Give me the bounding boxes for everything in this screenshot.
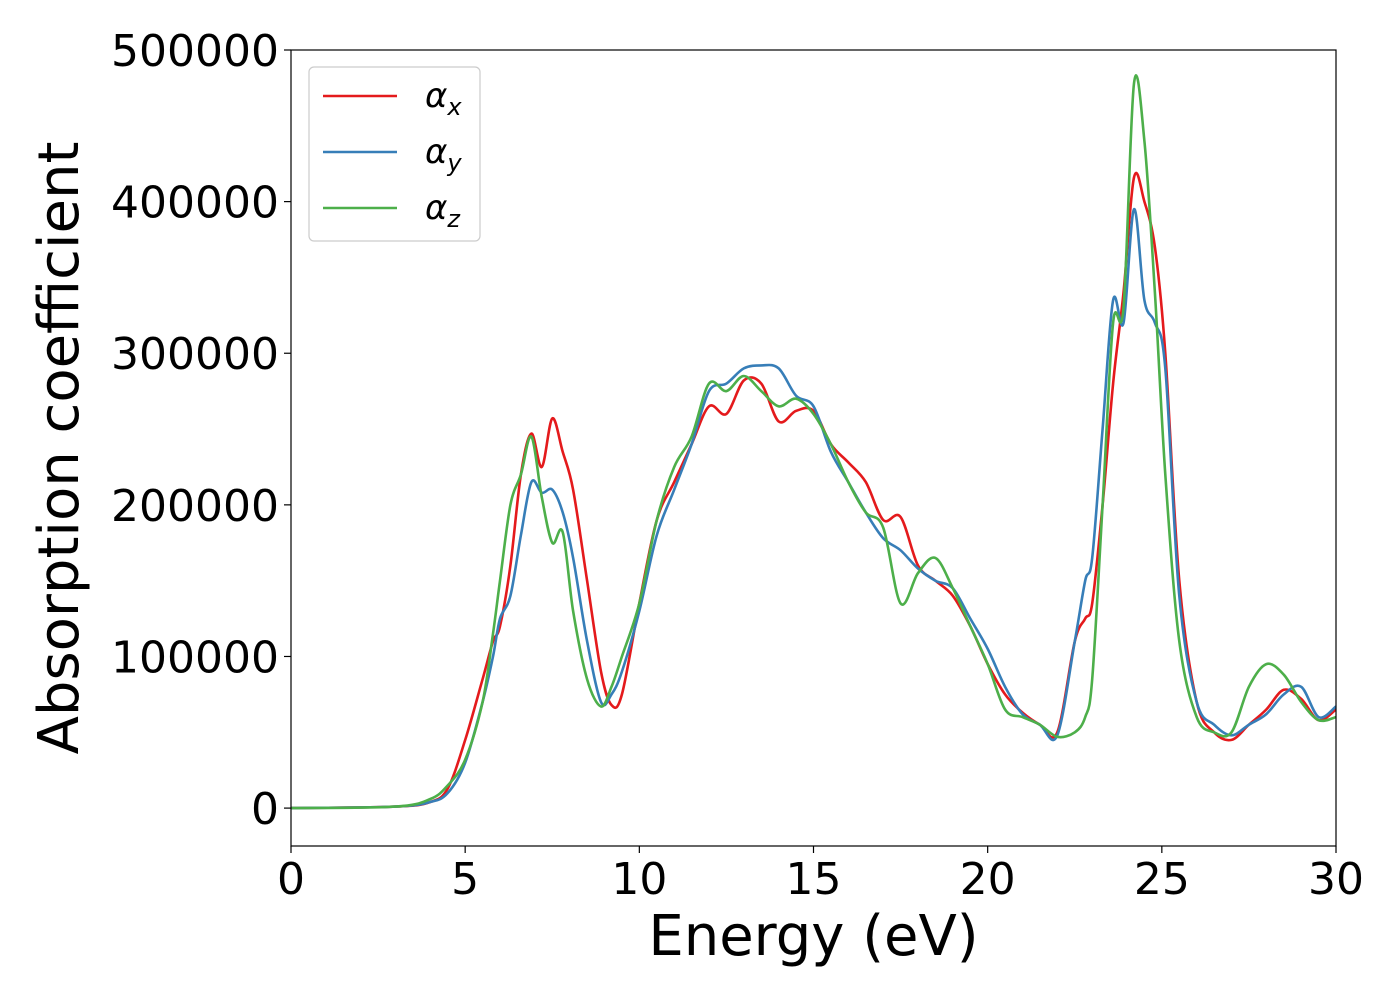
x-tick-label: 0 — [277, 854, 305, 905]
x-tick-label: 10 — [611, 854, 667, 905]
series-line-y — [291, 207, 1336, 810]
series-line-z — [291, 74, 1336, 810]
y-tick-label: 0 — [251, 784, 279, 835]
x-tick-label: 30 — [1308, 854, 1364, 905]
legend-entry-y: αy — [425, 132, 462, 177]
y-axis-label: Absorption coefficient — [27, 142, 92, 755]
y-axis: 0 100000 200000 300000 400000 500000 — [111, 26, 291, 835]
y-tick-label: 500000 — [111, 26, 279, 77]
series-line-x — [291, 171, 1336, 810]
x-axis-label: Energy (eV) — [648, 904, 978, 969]
y-tick-label: 400000 — [111, 178, 279, 229]
legend: αx αy αz — [308, 66, 481, 242]
legend-entry-z: αz — [425, 188, 461, 233]
legend-box — [308, 66, 481, 242]
y-tick-label: 100000 — [111, 632, 279, 683]
x-tick-label: 25 — [1134, 854, 1190, 905]
y-tick-label: 200000 — [111, 481, 279, 532]
x-tick-label: 5 — [451, 854, 479, 905]
x-tick-label: 15 — [786, 854, 842, 905]
x-axis: 0 5 10 15 20 25 30 — [277, 846, 1364, 905]
x-tick-label: 20 — [960, 854, 1016, 905]
legend-entry-x: αx — [425, 76, 462, 121]
series-layer — [291, 74, 1336, 810]
y-tick-label: 300000 — [111, 329, 279, 380]
